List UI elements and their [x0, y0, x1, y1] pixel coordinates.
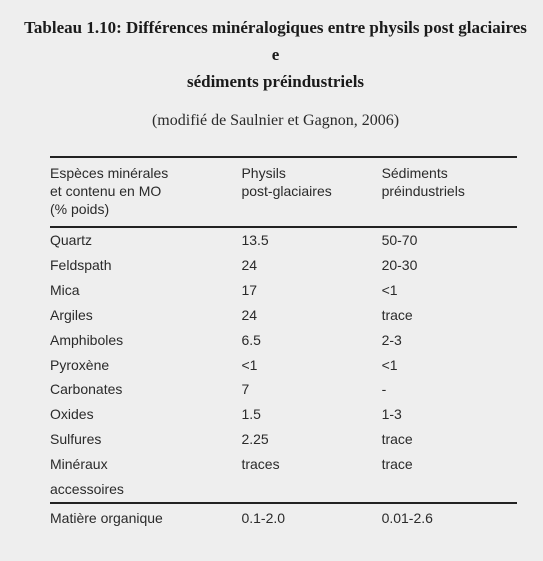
table-cell: <1	[241, 353, 381, 378]
header-text: Sédiments	[382, 165, 448, 181]
table-wrapper: Espèces minérales et contenu en MO (% po…	[50, 156, 517, 531]
table-cell: Minéraux	[50, 452, 241, 477]
caption-line-2: sédiments préindustriels	[187, 72, 364, 91]
table-cell: 20-30	[382, 253, 517, 278]
caption-line-1: Tableau 1.10: Différences minéralogiques…	[24, 18, 527, 64]
table-cell: accessoires	[50, 477, 241, 503]
table-cell: Argiles	[50, 303, 241, 328]
table-row: Carbonates7-	[50, 377, 517, 402]
table-cell: Amphiboles	[50, 328, 241, 353]
table-cell: traces	[241, 452, 381, 477]
table-row: Minérauxtracestrace	[50, 452, 517, 477]
table-cell: Mica	[50, 278, 241, 303]
header-text: préindustriels	[382, 183, 465, 199]
table-cell: 24	[241, 253, 381, 278]
table-cell: 50-70	[382, 227, 517, 253]
header-text: et contenu en MO	[50, 183, 161, 199]
header-text: (% poids)	[50, 201, 109, 217]
table-row: Amphiboles6.52-3	[50, 328, 517, 353]
header-text: Espèces minérales	[50, 165, 168, 181]
table-row: Mica17<1	[50, 278, 517, 303]
table-cell: Quartz	[50, 227, 241, 253]
table-cell: 0.01-2.6	[382, 503, 517, 531]
table-caption: Tableau 1.10: Différences minéralogiques…	[20, 14, 531, 96]
table-cell: 2-3	[382, 328, 517, 353]
table-cell: trace	[382, 303, 517, 328]
table-cell: 13.5	[241, 227, 381, 253]
table-row: Feldspath2420-30	[50, 253, 517, 278]
table-cell: 2.25	[241, 427, 381, 452]
table-cell: 1-3	[382, 402, 517, 427]
table-row: Matière organique0.1-2.00.01-2.6	[50, 503, 517, 531]
table-row: Oxides1.51-3	[50, 402, 517, 427]
table-cell: Oxides	[50, 402, 241, 427]
document-page: Tableau 1.10: Différences minéralogiques…	[0, 0, 543, 561]
table-cell: 7	[241, 377, 381, 402]
table-cell: 6.5	[241, 328, 381, 353]
table-body: Quartz13.550-70Feldspath2420-30Mica17<1A…	[50, 227, 517, 531]
header-text: Physils	[241, 165, 285, 181]
table-cell: trace	[382, 427, 517, 452]
table-header-row: Espèces minérales et contenu en MO (% po…	[50, 157, 517, 228]
table-source: (modifié de Saulnier et Gagnon, 2006)	[20, 112, 531, 130]
table-row: Quartz13.550-70	[50, 227, 517, 253]
table-row: Argiles24trace	[50, 303, 517, 328]
table-cell: <1	[382, 353, 517, 378]
header-text: post-glaciaires	[241, 183, 331, 199]
header-preindustrial: Sédiments préindustriels	[382, 157, 517, 228]
table-cell	[241, 477, 381, 503]
header-postglacial: Physils post-glaciaires	[241, 157, 381, 228]
table-cell: -	[382, 377, 517, 402]
table-cell: Carbonates	[50, 377, 241, 402]
table-cell	[382, 477, 517, 503]
table-cell: <1	[382, 278, 517, 303]
table-row: accessoires	[50, 477, 517, 503]
header-species: Espèces minérales et contenu en MO (% po…	[50, 157, 241, 228]
table-cell: 1.5	[241, 402, 381, 427]
table-cell: 0.1-2.0	[241, 503, 381, 531]
table-cell: 17	[241, 278, 381, 303]
table-cell: Matière organique	[50, 503, 241, 531]
mineralogy-table: Espèces minérales et contenu en MO (% po…	[50, 156, 517, 531]
table-row: Sulfures2.25trace	[50, 427, 517, 452]
table-cell: Pyroxène	[50, 353, 241, 378]
table-cell: trace	[382, 452, 517, 477]
table-cell: Sulfures	[50, 427, 241, 452]
table-row: Pyroxène<1<1	[50, 353, 517, 378]
table-cell: Feldspath	[50, 253, 241, 278]
table-cell: 24	[241, 303, 381, 328]
